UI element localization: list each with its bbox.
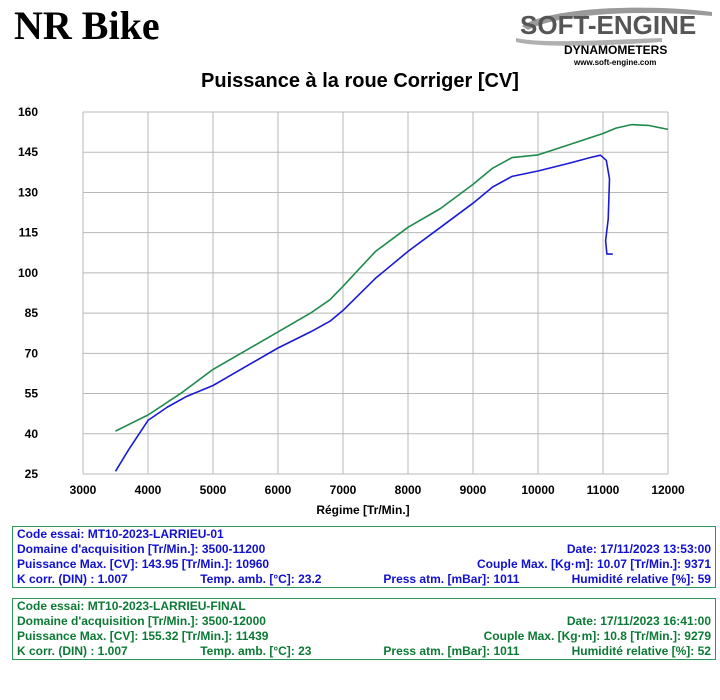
y-tick-label: 160 <box>18 105 38 119</box>
chart-grid <box>82 111 669 475</box>
run-kcorr: K corr. (DIN) : 1.007 <box>17 644 128 658</box>
run-date: Date: 17/11/2023 16:41:00 <box>566 614 711 628</box>
run-press: Press atm. [mBar]: 1011 <box>383 572 520 586</box>
x-tick-label: 7000 <box>330 483 357 497</box>
x-tick-label: 9000 <box>460 483 487 497</box>
run-puissance: Puissance Max. [CV]: 143.95 [Tr/Min.]: 1… <box>17 557 270 571</box>
run-press: Press atm. [mBar]: 1011 <box>383 644 520 658</box>
y-tick-label: 25 <box>25 467 39 481</box>
run-temp: Temp. amb. [°C]: 23 <box>200 644 312 658</box>
x-tick-label: 11000 <box>587 483 620 497</box>
x-tick-label: 8000 <box>395 483 422 497</box>
y-tick-label: 55 <box>25 387 39 401</box>
x-tick-label: 12000 <box>651 483 685 497</box>
series-lines <box>114 123 669 472</box>
x-tick-labels: 3000 4000 5000 6000 7000 8000 9000 10000 11000 12… <box>70 483 685 497</box>
chart-title: Puissance à la roue Corriger [CV] <box>201 70 519 92</box>
x-tick-label: 10000 <box>521 483 555 497</box>
x-tick-label: 6000 <box>265 483 292 497</box>
run-temp: Temp. amb. [°C]: 23.2 <box>200 572 322 586</box>
y-tick-label: 115 <box>19 226 39 240</box>
run-humid: Humidité relative [%]: 52 <box>571 644 711 658</box>
run-couple: Couple Max. [Kg·m]: 10.07 [Tr/Min.]: 937… <box>476 557 711 571</box>
power-chart: 25 40 55 70 85 100 115 130 145 160 3000 4000 5000 60… <box>18 105 685 517</box>
soft-engine-logo: SOFT-ENGINE DYNAMOMETERS www.soft-engine… <box>516 7 712 67</box>
y-tick-label: 70 <box>25 346 39 360</box>
logo-subtitle: DYNAMOMETERS <box>564 43 667 57</box>
run-humid: Humidité relative [%]: 59 <box>571 572 711 586</box>
x-tick-label: 5000 <box>200 483 227 497</box>
run-couple: Couple Max. [Kg·m]: 10.8 [Tr/Min.]: 9279 <box>483 629 711 643</box>
run-date: Date: 17/11/2023 13:53:00 <box>566 542 711 556</box>
run-info-box-1: Code essai: MT10-2023-LARRIEU-01 Domaine… <box>12 526 716 588</box>
x-axis-label: Régime [Tr/Min.] <box>316 503 409 517</box>
run-info-box-2: Code essai: MT10-2023-LARRIEU-FINAL Doma… <box>12 598 716 660</box>
x-tick-label: 4000 <box>135 483 162 497</box>
y-tick-labels: 25 40 55 70 85 100 115 130 145 160 <box>18 105 38 481</box>
run-code: Code essai: MT10-2023-LARRIEU-FINAL <box>17 599 246 613</box>
logo-url: www.soft-engine.com <box>573 58 656 67</box>
run-domaine: Domaine d'acquisition [Tr/Min.]: 3500-11… <box>17 542 266 556</box>
series-line-1 <box>114 154 613 472</box>
run-domaine: Domaine d'acquisition [Tr/Min.]: 3500-12… <box>17 614 266 628</box>
x-tick-label: 3000 <box>70 483 97 497</box>
series-line-2 <box>115 123 669 432</box>
y-tick-label: 130 <box>18 185 38 199</box>
logo-text: SOFT-ENGINE <box>520 10 696 40</box>
y-tick-label: 85 <box>25 306 39 320</box>
y-tick-label: 40 <box>25 427 39 441</box>
run-kcorr: K corr. (DIN) : 1.007 <box>17 572 128 586</box>
y-tick-label: 145 <box>18 145 38 159</box>
run-code: Code essai: MT10-2023-LARRIEU-01 <box>17 527 224 541</box>
y-tick-label: 100 <box>18 266 38 280</box>
brand-title: NR Bike <box>14 3 160 48</box>
run-puissance: Puissance Max. [CV]: 155.32 [Tr/Min.]: 1… <box>17 629 269 643</box>
